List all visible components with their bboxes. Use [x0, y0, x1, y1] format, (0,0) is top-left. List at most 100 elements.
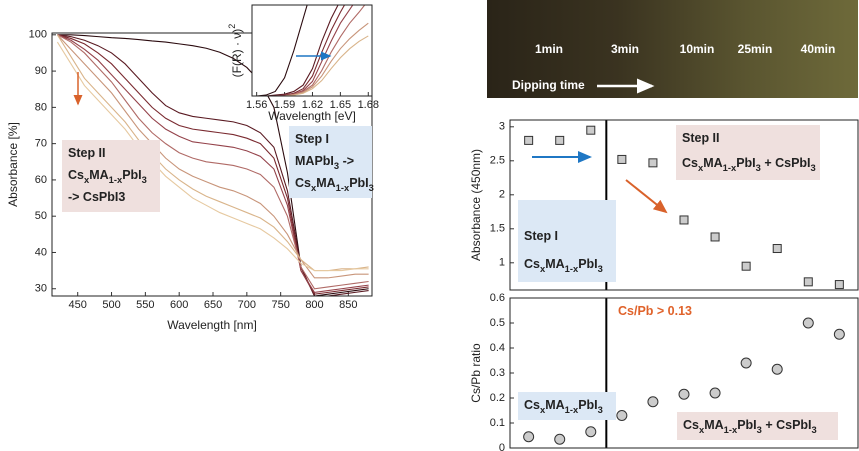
text-part: ->: [339, 154, 354, 168]
annotation-text: MAPbI3 ->: [295, 154, 354, 171]
point: [710, 232, 720, 242]
y-tick-label: 2.5: [490, 155, 505, 167]
annotation-text: Step II: [682, 131, 720, 145]
photo: [487, 0, 858, 98]
point: [647, 396, 659, 408]
spectrum-line: [56, 41, 369, 272]
spectrum-line: [256, 5, 366, 96]
y-tick-label: 80: [35, 101, 47, 113]
point: [772, 244, 782, 254]
text-part: Step I: [295, 132, 329, 146]
subscript: 1-x: [565, 405, 579, 415]
annotation-text: Step I: [295, 132, 329, 146]
y-tick-label: 0.4: [490, 342, 505, 354]
photo-label: 40min: [801, 42, 836, 56]
subscript: 1-x: [723, 163, 737, 173]
y-axis-label: Absorbance (450nm): [469, 149, 483, 261]
spectrum-line: [57, 34, 369, 296]
point: [648, 158, 658, 168]
y-tick-label: 60: [35, 174, 47, 186]
text-part: Cs: [295, 176, 311, 190]
photo-label: 1min: [535, 42, 563, 56]
x-tick-label: 700: [238, 299, 256, 311]
annotation-box: [518, 392, 616, 420]
text-part: PbI: [578, 398, 597, 412]
subscript: 3: [812, 425, 817, 435]
point: [803, 277, 813, 287]
text-part: Cs/Pb > 0.13: [618, 304, 692, 318]
subscript: 3: [598, 405, 603, 415]
y-axis-label: (F(R) · ν)2: [227, 24, 244, 78]
plot-frame: [509, 119, 859, 291]
subscript: x: [311, 183, 317, 193]
y-tick-label: 30: [35, 283, 47, 295]
subscript: 3: [757, 425, 762, 435]
point: [555, 135, 565, 145]
annotation-text: CsxMA1-xPbI3: [295, 176, 374, 193]
x-axis-label: Wavelength [eV]: [268, 109, 356, 123]
text-part: MA: [704, 418, 723, 432]
y-tick-label: 2: [499, 189, 505, 201]
y-tick-label: 3: [499, 121, 505, 133]
y-tick-label: 0: [499, 442, 505, 451]
spectrum-line: [256, 5, 346, 96]
text-part: Step II: [682, 131, 720, 145]
annotation-box: [62, 140, 160, 212]
subscript: x: [540, 264, 546, 274]
annotation-text: Cs/Pb > 0.13: [618, 304, 692, 318]
point: [709, 387, 721, 399]
y-tick-label: 90: [35, 65, 47, 77]
annotation-text: CsxMA1-xPbI3 + CsPbI3: [683, 418, 817, 435]
point: [741, 261, 751, 271]
text-part: Step II: [68, 146, 106, 160]
subscript: 3: [598, 264, 603, 274]
plot-frame: [509, 297, 859, 449]
spectrum-line: [57, 34, 369, 279]
subscript: x: [698, 163, 704, 173]
y-tick-label: 100: [29, 29, 47, 41]
x-tick-label: 800: [305, 299, 323, 311]
annotation-text: Step I: [524, 229, 558, 243]
subscript: 3: [756, 163, 761, 173]
y-axis-label: Cs/Pb ratio: [469, 343, 483, 403]
text-part: MA: [545, 398, 564, 412]
spectrum-line: [256, 35, 369, 96]
y-tick-label: 1.5: [490, 223, 505, 235]
text-part: PbI: [736, 156, 755, 170]
text-part: (F(R) · ν): [230, 29, 244, 78]
y-tick-label: 0.6: [490, 292, 505, 304]
text-part: PbI: [578, 257, 597, 271]
subscript: 3: [369, 183, 374, 193]
text-part: Cs: [683, 418, 699, 432]
x-tick-label: 1.62: [302, 99, 323, 111]
x-axis-label: Wavelength [nm]: [167, 318, 257, 332]
x-tick-label: 1.59: [274, 99, 295, 111]
text-part: MAPbI: [295, 154, 334, 168]
text-part: Cs: [68, 168, 84, 182]
x-tick-label: 750: [271, 299, 289, 311]
point: [585, 426, 597, 438]
subscript: x: [699, 425, 705, 435]
subscript: 1-x: [109, 175, 123, 185]
text-part: + CsPbI: [762, 418, 812, 432]
series-group: [256, 5, 369, 96]
spectrum-line: [256, 22, 369, 96]
x-tick-label: 1.65: [330, 99, 351, 111]
point: [554, 433, 566, 445]
annotation-text: CsxMA1-xPbI3: [524, 257, 603, 274]
x-tick-label: 1.68: [358, 99, 379, 111]
y-tick-label: 0.5: [490, 317, 505, 329]
annotation-text: -> CsPbI3: [68, 190, 125, 204]
spectrum-line: [256, 5, 339, 96]
point: [678, 388, 690, 400]
point: [802, 317, 814, 329]
photo-label: 3min: [611, 42, 639, 56]
y-tick-label: 0.1: [490, 417, 505, 429]
text-part: MA: [316, 176, 335, 190]
point: [740, 357, 752, 369]
point: [834, 280, 844, 290]
text-part: PbI: [737, 418, 756, 432]
x-tick-label: 600: [170, 299, 188, 311]
spectrum-line: [256, 5, 308, 96]
